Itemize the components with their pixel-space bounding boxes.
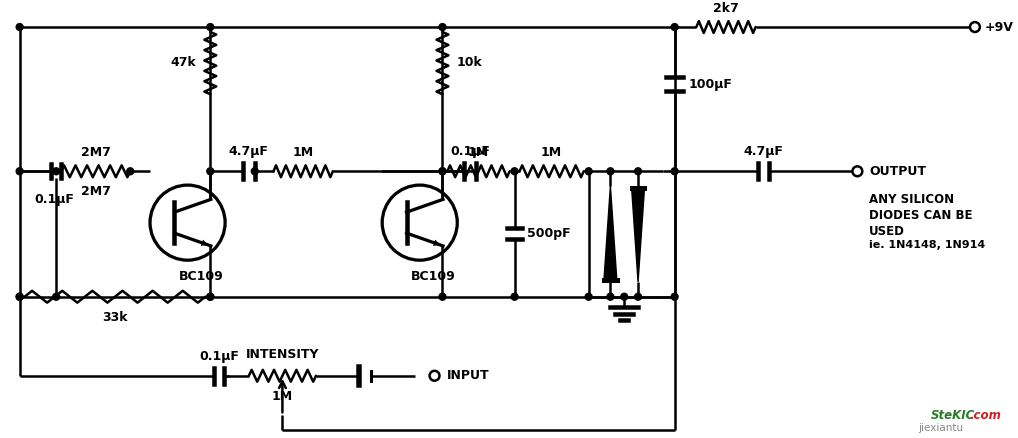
Text: 1M: 1M <box>272 389 293 403</box>
Circle shape <box>671 24 678 31</box>
Text: 500pF: 500pF <box>527 227 571 240</box>
Polygon shape <box>604 186 617 280</box>
Circle shape <box>207 24 214 31</box>
Text: jiexiantu: jiexiantu <box>918 423 963 433</box>
Circle shape <box>511 293 518 300</box>
Text: 47k: 47k <box>171 56 196 69</box>
Text: 0.1µF: 0.1µF <box>450 145 490 159</box>
Text: 1M: 1M <box>541 146 562 159</box>
Circle shape <box>607 168 614 175</box>
Text: BC109: BC109 <box>179 270 224 283</box>
Circle shape <box>439 24 446 31</box>
Circle shape <box>621 293 628 300</box>
Circle shape <box>607 293 614 300</box>
Text: ie. 1N4148, 1N914: ie. 1N4148, 1N914 <box>869 240 985 251</box>
Text: 1M: 1M <box>468 146 489 159</box>
Text: 0.1µF: 0.1µF <box>200 350 239 363</box>
Text: .com: .com <box>969 409 1001 422</box>
Circle shape <box>585 168 592 175</box>
Circle shape <box>439 168 446 175</box>
Text: INTENSITY: INTENSITY <box>245 348 320 361</box>
Circle shape <box>53 293 60 300</box>
Circle shape <box>127 168 133 175</box>
Text: 2k7: 2k7 <box>713 2 739 15</box>
Circle shape <box>207 293 214 300</box>
Circle shape <box>852 166 862 176</box>
Circle shape <box>634 168 641 175</box>
Text: 4.7µF: 4.7µF <box>743 145 784 159</box>
Circle shape <box>430 371 440 381</box>
Circle shape <box>207 168 214 175</box>
Text: 0.1µF: 0.1µF <box>35 193 74 206</box>
Circle shape <box>207 293 214 300</box>
Text: 4.7µF: 4.7µF <box>229 145 269 159</box>
Circle shape <box>16 293 23 300</box>
Text: DIODES CAN BE: DIODES CAN BE <box>869 209 973 222</box>
Text: USED: USED <box>869 225 905 237</box>
Circle shape <box>439 168 446 175</box>
Text: 100µF: 100µF <box>688 78 732 91</box>
Circle shape <box>970 22 980 32</box>
Text: 33k: 33k <box>102 311 127 324</box>
Text: +9V: +9V <box>984 21 1014 34</box>
Circle shape <box>53 168 60 175</box>
Text: OUTPUT: OUTPUT <box>869 165 926 178</box>
Circle shape <box>16 293 23 300</box>
Text: 2M7: 2M7 <box>80 146 111 159</box>
Circle shape <box>16 168 23 175</box>
Circle shape <box>511 168 518 175</box>
Circle shape <box>585 293 592 300</box>
Text: INPUT: INPUT <box>447 369 489 382</box>
Text: 2M7: 2M7 <box>80 185 111 198</box>
Text: 1M: 1M <box>292 146 314 159</box>
Text: 10k: 10k <box>456 56 483 69</box>
Circle shape <box>251 168 259 175</box>
Circle shape <box>439 293 446 300</box>
Circle shape <box>671 168 678 175</box>
Text: BC109: BC109 <box>411 270 456 283</box>
Circle shape <box>16 24 23 31</box>
Text: ANY SILICON: ANY SILICON <box>869 193 954 206</box>
Text: SteKIC: SteKIC <box>930 409 974 422</box>
Circle shape <box>671 293 678 300</box>
Circle shape <box>634 293 641 300</box>
Polygon shape <box>631 188 644 282</box>
